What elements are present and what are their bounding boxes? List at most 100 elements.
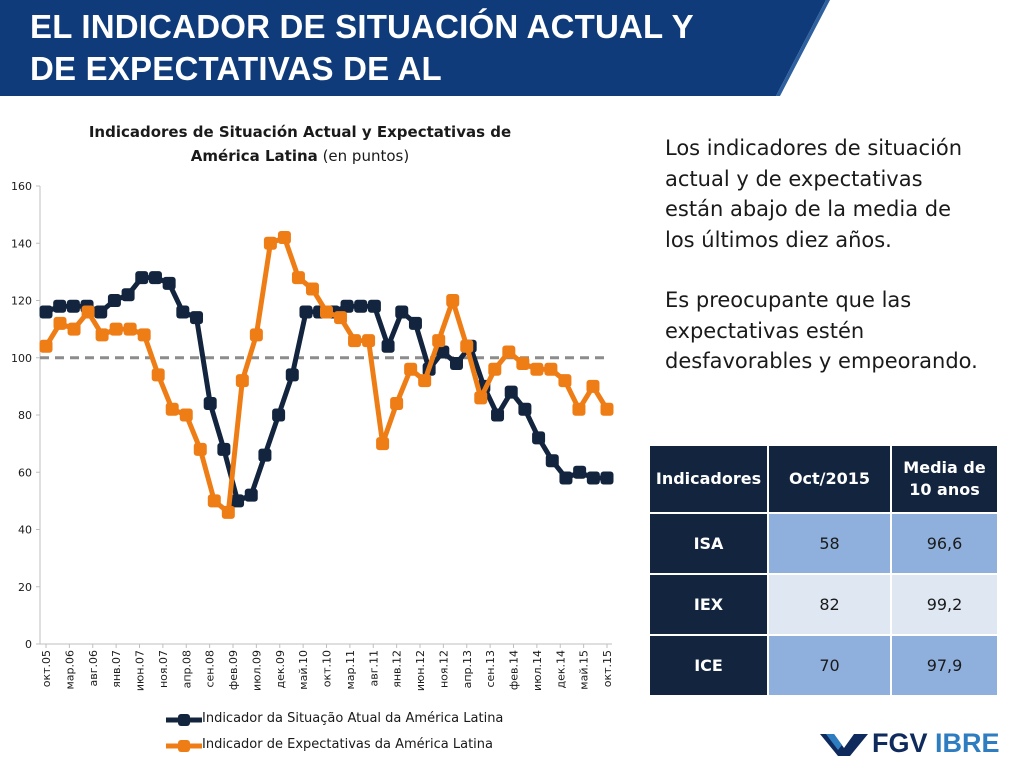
table-cell-oct: 58 [767,512,892,575]
series-1-point [502,345,516,359]
series-1-point [320,305,333,319]
series-0-point [176,305,190,319]
series-1-point [193,442,207,456]
y-tick-label: 120 [11,295,32,308]
series-0-point [491,408,505,422]
series-0-point [586,471,600,485]
series-1-point [291,271,305,285]
title-banner: EL INDICADOR DE SITUACIÓN ACTUAL Y DE EX… [0,0,1024,96]
y-tick-label: 100 [11,352,32,365]
x-tick-label: янв.12 [391,650,404,688]
chart-title-suffix: (en puntos) [322,147,410,165]
series-1-point [179,408,193,422]
x-tick-label: фев.14 [508,650,521,690]
x-tick-label: сен.08 [204,650,217,688]
series-0-point [559,471,573,485]
series-1-point [235,374,249,388]
x-tick-label: май.10 [297,650,310,690]
table-cell-oct: 70 [767,634,892,697]
series-0-point [148,271,162,285]
table-cell-media: 96,6 [890,512,999,575]
page-title: EL INDICADOR DE SITUACIÓN ACTUAL Y DE EX… [30,6,790,90]
series-1-point [516,356,530,370]
chart-legend: Indicador da Situação Atual da América L… [166,708,626,760]
series-1-point [123,322,137,336]
page-title-line1: EL INDICADOR DE SITUACIÓN ACTUAL Y [30,8,694,45]
summary-table: Indicadores Oct/2015 Media de 10 anos IS… [648,444,999,697]
series-line-1 [43,235,610,515]
line-chart: Indicadores de Situación Actual y Expect… [0,110,640,768]
series-1-point [348,334,362,348]
series-0-point [217,442,231,456]
series-1-point [390,397,404,411]
series-0-point [436,345,450,359]
series-1-point [207,494,221,508]
series-1-point [404,362,418,376]
series-1-point [586,379,600,393]
series-0-point [449,356,463,370]
chart-plot: 0 20 40 60 80 100 120 140 160 окт.05 мар.06 авг.06 я… [11,180,614,691]
series-0-point [272,408,286,422]
series-0-point [258,448,272,462]
series-0-point [231,494,245,508]
series-1-point [572,402,586,416]
series-1-point [277,231,291,245]
legend-item-situacao: Indicador da Situação Atual da América L… [166,708,626,734]
series-0-point [121,288,135,302]
series-0-point [94,305,108,319]
series-1-point [376,437,390,451]
legend-item-expectativas: Indicador de Expectativas da América Lat… [166,734,626,760]
series-1-point [488,362,502,376]
x-tick-label: окт.10 [321,650,334,687]
series-0-point [135,271,149,285]
series-0-point [107,294,121,307]
x-tick-label: дек.09 [274,650,287,689]
x-tick-label: янв.07 [110,650,123,688]
series-0-point [162,276,176,290]
legend-swatch-situacao [166,714,202,726]
series-1-point [165,402,179,416]
series-0-point [244,488,258,502]
series-1-point [460,339,474,353]
series-1-point [600,402,614,416]
x-tick-label: авг.11 [367,650,380,687]
series-1-point [530,362,544,376]
banner-shape [0,0,830,96]
commentary-paragraph-2: Es preocupante que las expectativas esté… [665,288,978,373]
table-row: ISA 58 96,6 [648,512,999,575]
table-cell-media: 97,9 [890,634,999,697]
series-0-point [532,431,546,445]
chart-title: Indicadores de Situación Actual y Expect… [60,120,540,168]
table-cell-name: ISA [648,512,769,575]
series-1-point [81,305,95,319]
series-0-point [340,299,354,313]
table-header-row: Indicadores Oct/2015 Media de 10 anos [648,444,999,514]
x-tick-label: окт.15 [601,650,614,687]
x-tick-label: апр.08 [180,650,193,688]
series-1-point [544,362,558,376]
series-1-point [418,374,432,388]
logo-text: FGV IBRE [872,726,1000,760]
series-1-point [558,374,572,388]
y-tick-label: 60 [18,466,32,479]
logo-ibre: IBRE [935,728,1000,758]
y-tick-label: 0 [25,638,32,651]
series-0-point [203,397,217,411]
y-tick-label: 80 [18,409,32,422]
series-1-point [305,282,319,296]
series-1-point [263,236,277,250]
x-tick-label: ноя.07 [157,650,170,688]
x-tick-label: сен.13 [484,650,497,688]
series-1-point [53,316,67,330]
commentary-paragraph-1: Los indicadores de situación actual y de… [665,136,963,252]
series-0-point [504,385,518,399]
table-row: IEX 82 99,2 [648,573,999,636]
x-tick-label: май.15 [578,650,591,690]
x-tick-label: апр.13 [461,650,474,688]
series-0-point [367,299,381,313]
series-0-point [66,299,80,313]
series-1-point [362,334,376,348]
series-0-point [381,339,395,353]
fgv-logo-mark-icon [820,734,868,756]
series-1-point [137,328,151,342]
